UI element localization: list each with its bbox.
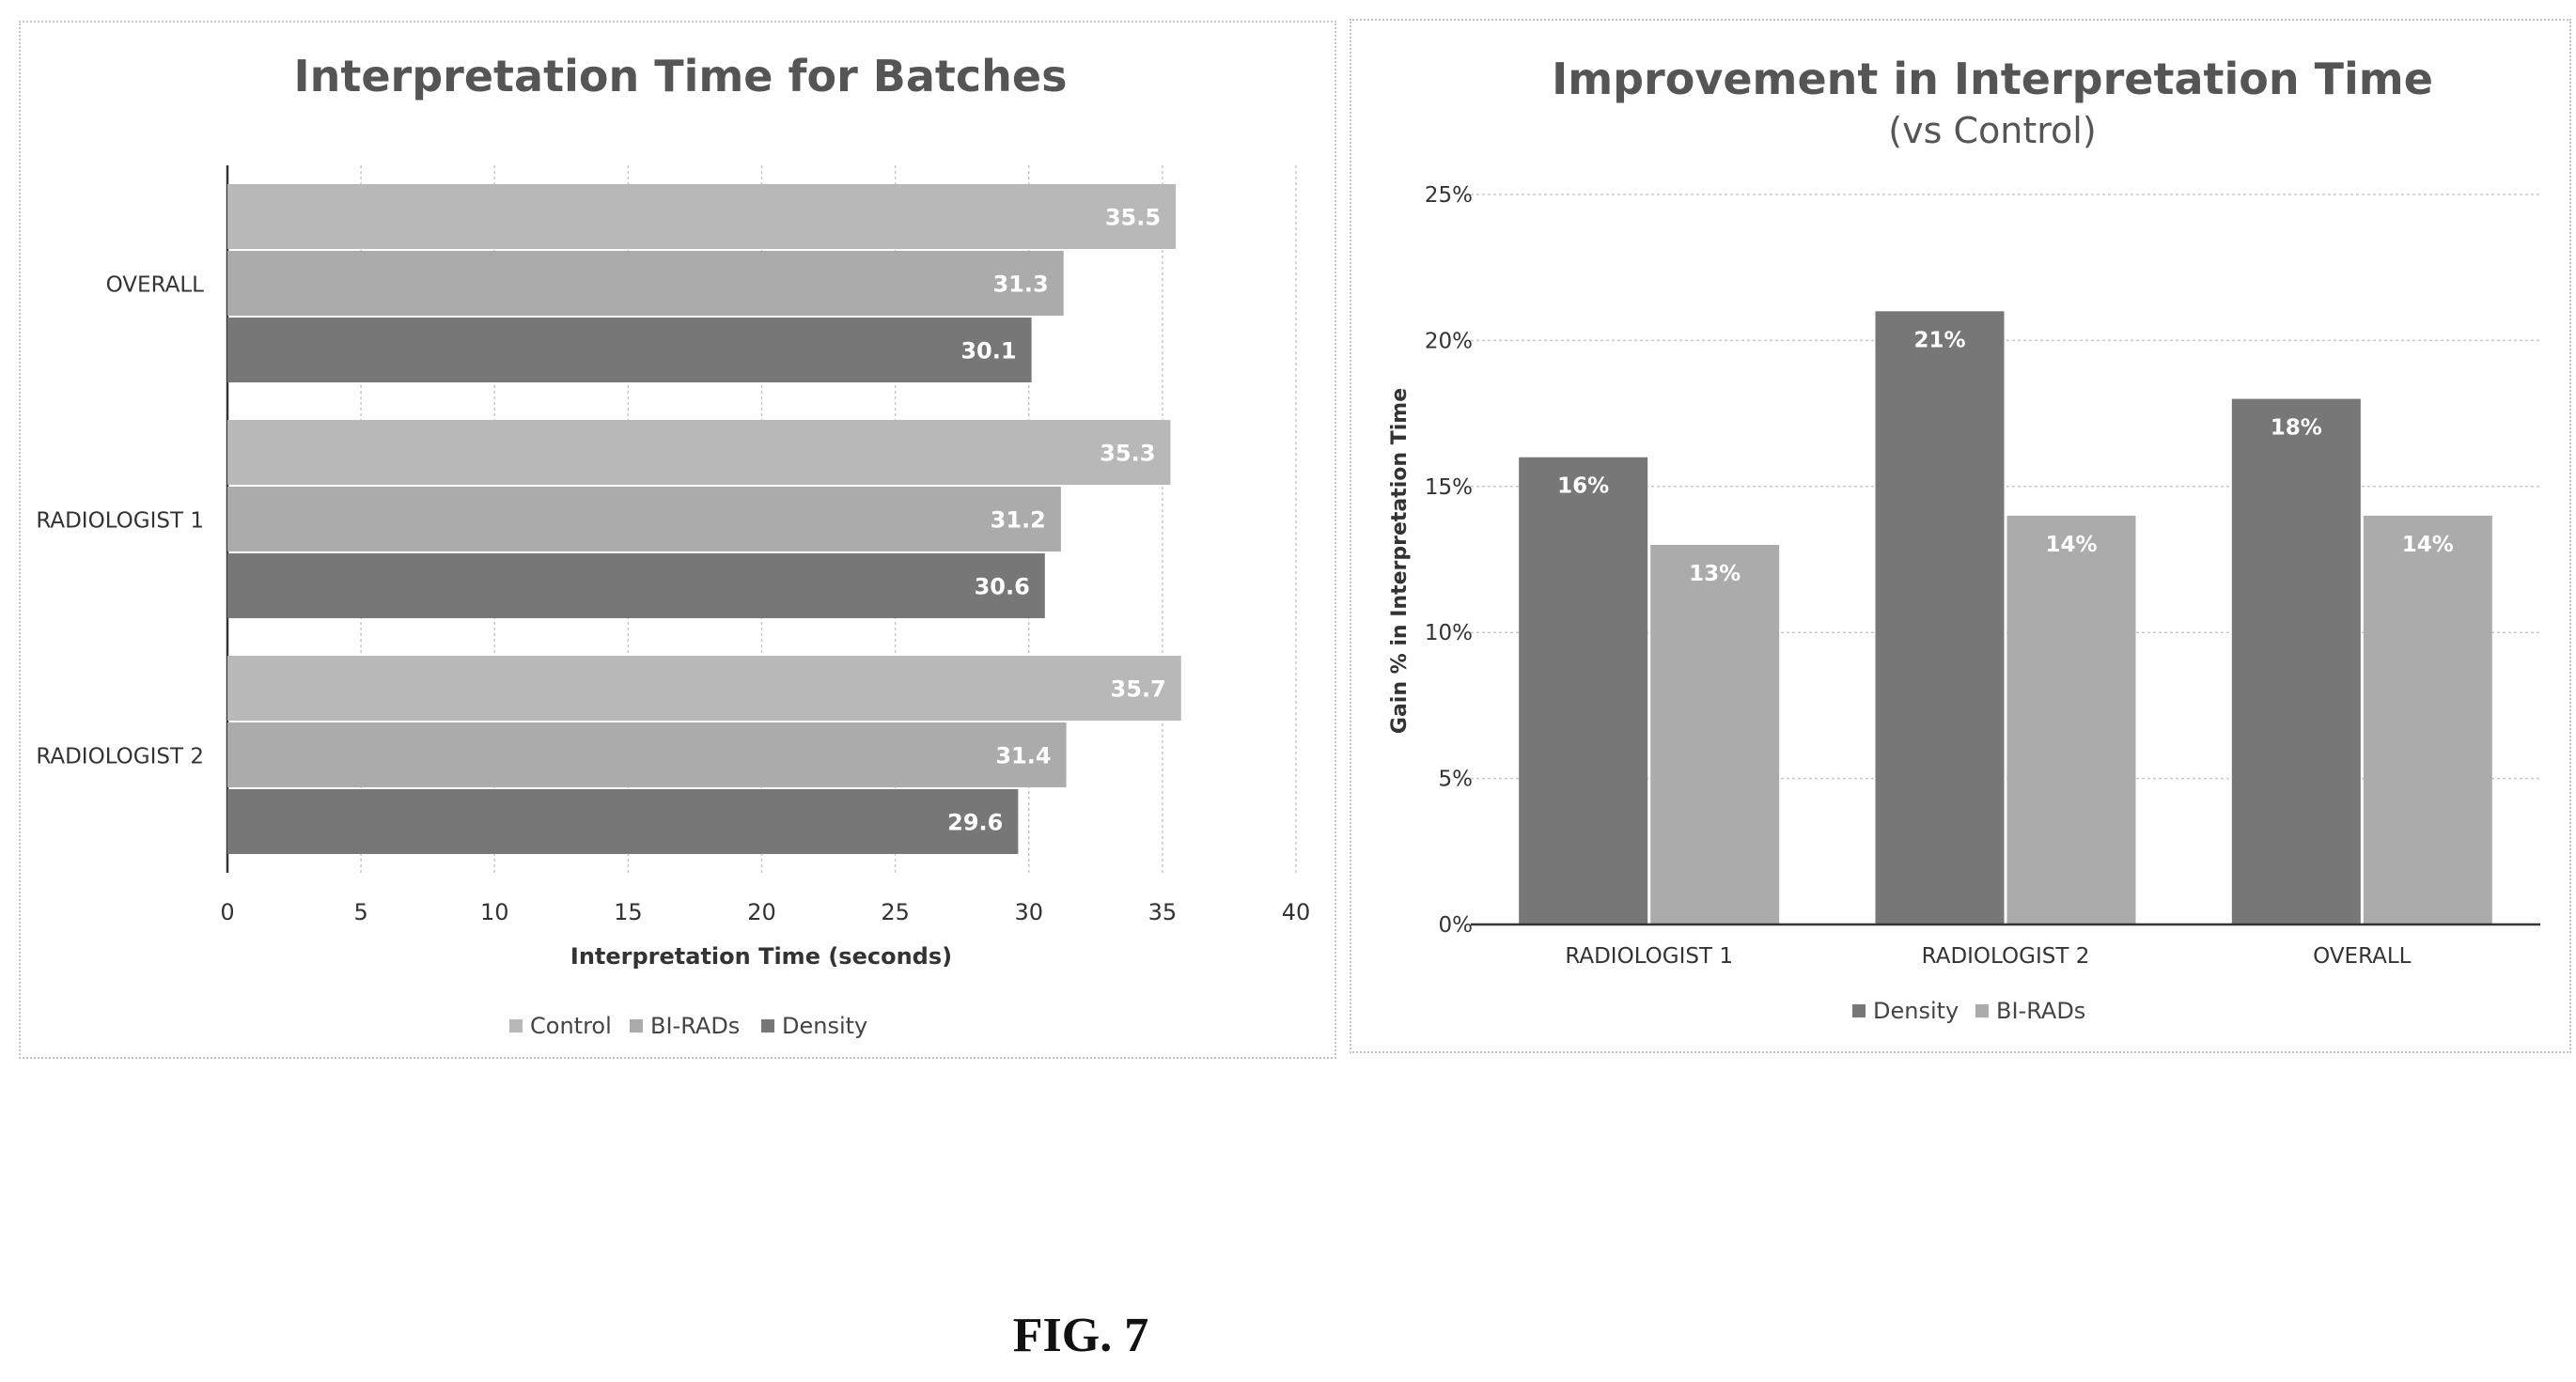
chart-panel-improvement: 0% 5% 10% 15% 20% 25% 16% 13% RADIOLOGIST 1 21% 14… xyxy=(1350,19,2571,1053)
data-label-density-radiologist-1: 16% xyxy=(1557,474,1609,499)
data-label-bi-rads-radiologist-1: 13% xyxy=(1689,562,1741,586)
x-tick-label: 25 xyxy=(881,899,910,925)
interpretation-time-chart: 0 5 10 15 20 25 30 35 40 OVERALL 35.5 31.3 30.1 RADIO… xyxy=(36,51,1311,1039)
legend-swatch-density xyxy=(1852,1004,1866,1017)
data-label-bi-rads-radiologist-1: 31.2 xyxy=(991,507,1046,534)
improvement-chart: 0% 5% 10% 15% 20% 25% 16% 13% RADIOLOGIST 1 21% 14… xyxy=(1388,54,2540,1024)
data-label-bi-rads-overall: 31.3 xyxy=(992,272,1048,298)
x-tick-label: 20 xyxy=(747,899,776,925)
x-tick-label: 10 xyxy=(480,899,509,925)
y-tick-label: 5% xyxy=(1439,768,1474,792)
chart-title: Improvement in Interpretation Time xyxy=(1552,54,2433,104)
y-tick-label: 25% xyxy=(1425,183,1473,208)
bar-density-overall xyxy=(2231,398,2361,924)
bar-bi-rads-radiologist-2 xyxy=(227,722,1067,787)
category-label-radiologist-1: RADIOLOGIST 1 xyxy=(36,509,204,534)
chart-subtitle: (vs Control) xyxy=(1888,110,2096,151)
legend-label-density: Density xyxy=(782,1013,867,1039)
y-tick-label: 15% xyxy=(1425,475,1473,500)
chart-panel-interpretation-time: 0 5 10 15 20 25 30 35 40 OVERALL 35.5 31.3 30.1 RADIO… xyxy=(19,21,1336,1059)
y-tick-label: 0% xyxy=(1439,913,1474,938)
bar-control-radiologist-2 xyxy=(227,656,1181,721)
x-tick-label: 40 xyxy=(1282,899,1311,925)
data-label-bi-rads-overall: 14% xyxy=(2402,533,2454,557)
category-label-overall: OVERALL xyxy=(106,273,205,298)
bar-density-radiologist-2 xyxy=(227,789,1019,854)
bar-density-radiologist-1 xyxy=(227,553,1045,618)
bar-bi-rads-overall xyxy=(227,251,1064,316)
category-label-radiologist-2: RADIOLOGIST 2 xyxy=(1922,944,2090,969)
legend-swatch-density xyxy=(761,1019,774,1033)
x-tick-label: 35 xyxy=(1148,899,1178,925)
data-label-density-overall: 30.1 xyxy=(960,338,1016,365)
category-label-overall: OVERALL xyxy=(2313,944,2412,969)
bar-density-overall xyxy=(227,318,1032,382)
legend-swatch-bi-rads xyxy=(630,1019,643,1033)
bar-bi-rads-radiologist-2 xyxy=(2006,515,2136,924)
legend-label-control: Control xyxy=(530,1013,612,1039)
data-label-bi-rads-radiologist-2: 14% xyxy=(2045,533,2097,557)
data-label-bi-rads-radiologist-2: 31.4 xyxy=(995,743,1051,769)
chart-title: Interpretation Time for Batches xyxy=(294,51,1068,101)
data-label-control-radiologist-1: 35.3 xyxy=(1100,441,1155,467)
bar-density-radiologist-1 xyxy=(1519,457,1648,924)
y-tick-label: 20% xyxy=(1425,329,1473,353)
category-label-radiologist-1: RADIOLOGIST 1 xyxy=(1565,944,1733,969)
legend-label-bi-rads: BI-RADs xyxy=(1996,998,2085,1024)
figure-caption: FIG. 7 xyxy=(1012,1309,1149,1362)
data-label-density-radiologist-2: 21% xyxy=(1913,328,1965,352)
data-label-density-radiologist-1: 30.6 xyxy=(975,574,1030,600)
bar-bi-rads-radiologist-1 xyxy=(1650,544,1780,924)
bar-bi-rads-overall xyxy=(2363,515,2492,924)
legend-label-density: Density xyxy=(1873,998,1959,1024)
x-tick-label: 0 xyxy=(220,899,234,925)
bar-density-radiologist-2 xyxy=(1875,311,2005,924)
legend-swatch-bi-rads xyxy=(1975,1004,1989,1017)
data-label-density-radiologist-2: 29.6 xyxy=(947,810,1003,836)
bar-control-overall xyxy=(227,184,1177,249)
x-axis-title: Interpretation Time (seconds) xyxy=(570,943,952,970)
legend-label-bi-rads: BI-RADs xyxy=(650,1013,740,1039)
category-label-radiologist-2: RADIOLOGIST 2 xyxy=(36,745,204,769)
data-label-density-overall: 18% xyxy=(2271,416,2322,441)
legend-swatch-control xyxy=(509,1019,523,1033)
y-axis-title: Gain % in Interpretation Time xyxy=(1388,388,1412,734)
bar-bi-rads-radiologist-1 xyxy=(227,487,1061,551)
x-tick-label: 5 xyxy=(353,899,367,925)
x-tick-label: 30 xyxy=(1014,899,1043,925)
y-tick-label: 10% xyxy=(1425,621,1473,645)
x-tick-label: 15 xyxy=(614,899,643,925)
data-label-control-overall: 35.5 xyxy=(1105,205,1161,231)
data-label-control-radiologist-2: 35.7 xyxy=(1111,676,1166,703)
bar-control-radiologist-1 xyxy=(227,420,1171,485)
